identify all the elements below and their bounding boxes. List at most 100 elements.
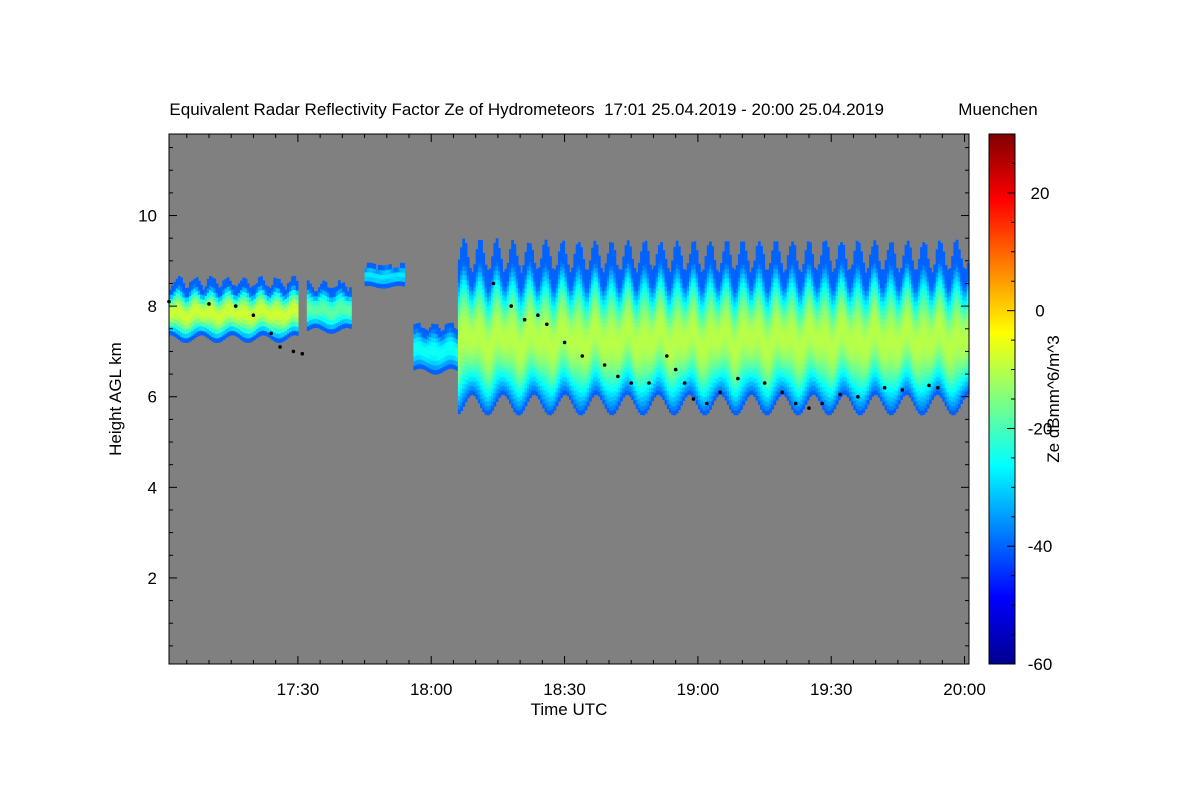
reflectivity-cell xyxy=(533,326,537,332)
reflectivity-cell xyxy=(373,277,377,283)
reflectivity-cell xyxy=(275,283,279,289)
reflectivity-cell xyxy=(509,253,512,259)
reflectivity-cell xyxy=(569,376,572,382)
reflectivity-cell xyxy=(233,317,237,323)
reflectivity-cell xyxy=(655,340,659,346)
reflectivity-cell xyxy=(555,392,559,398)
reflectivity-cell xyxy=(660,368,663,375)
reflectivity-cell xyxy=(193,333,197,339)
reflectivity-cell xyxy=(671,409,675,416)
reflectivity-cell xyxy=(286,292,290,298)
reflectivity-cell xyxy=(546,292,550,298)
reflectivity-cell xyxy=(606,303,610,309)
reflectivity-cell xyxy=(684,297,688,303)
reflectivity-cell xyxy=(609,355,612,361)
reflectivity-cell xyxy=(482,325,486,331)
reflectivity-cell xyxy=(535,300,539,306)
reflectivity-cell xyxy=(595,267,599,273)
reflectivity-cell xyxy=(324,286,328,292)
reflectivity-cell xyxy=(675,358,679,364)
reflectivity-cell xyxy=(329,292,332,298)
reflectivity-cell xyxy=(315,322,319,329)
reflectivity-cell xyxy=(609,391,612,397)
reflectivity-cell xyxy=(455,365,459,371)
reflectivity-cell xyxy=(491,378,495,384)
reflectivity-cell xyxy=(177,312,181,318)
reflectivity-cell xyxy=(442,366,446,372)
reflectivity-cell xyxy=(322,303,326,309)
reflectivity-cell xyxy=(535,336,539,342)
reflectivity-cell xyxy=(702,373,706,379)
reflectivity-cell xyxy=(611,405,615,411)
reflectivity-cell xyxy=(549,265,552,271)
reflectivity-cell xyxy=(475,389,479,395)
reflectivity-cell xyxy=(573,254,577,260)
reflectivity-cell xyxy=(706,267,710,273)
reflectivity-cell xyxy=(677,391,681,397)
reflectivity-cell xyxy=(693,300,697,306)
reflectivity-cell xyxy=(477,366,481,372)
reflectivity-cell xyxy=(580,369,583,375)
reflectivity-cell xyxy=(195,304,199,310)
reflectivity-cell xyxy=(484,350,488,356)
reflectivity-cell xyxy=(484,273,488,279)
reflectivity-cell xyxy=(175,306,179,312)
reflectivity-cell xyxy=(624,263,628,269)
reflectivity-cell xyxy=(204,327,208,333)
reflectivity-cell xyxy=(342,309,346,315)
reflectivity-cell xyxy=(177,294,181,300)
reflectivity-cell xyxy=(237,315,241,321)
reflectivity-cell xyxy=(586,369,590,375)
reflectivity-cell xyxy=(540,290,543,296)
reflectivity-cell xyxy=(680,364,683,370)
reflectivity-cell xyxy=(517,315,521,321)
reflectivity-cell xyxy=(624,390,628,396)
reflectivity-cell xyxy=(553,355,557,361)
reflectivity-cell xyxy=(569,381,572,387)
reflectivity-cell xyxy=(484,409,488,415)
reflectivity-cell xyxy=(435,324,439,330)
reflectivity-cell xyxy=(535,359,539,365)
reflectivity-cell xyxy=(491,324,495,330)
reflectivity-cell xyxy=(462,265,466,271)
reflectivity-cell xyxy=(426,348,430,354)
reflectivity-cell xyxy=(475,249,479,255)
reflectivity-cell xyxy=(646,251,650,257)
reflectivity-cell xyxy=(604,376,608,382)
reflectivity-cell xyxy=(311,323,315,329)
reflectivity-cell xyxy=(635,340,639,346)
reflectivity-cell xyxy=(666,286,670,292)
reflectivity-cell xyxy=(480,280,483,286)
reflectivity-cell xyxy=(526,387,530,393)
reflectivity-cell xyxy=(189,304,192,310)
reflectivity-cell xyxy=(242,322,246,329)
reflectivity-cell xyxy=(284,303,288,309)
reflectivity-cell xyxy=(657,380,661,386)
reflectivity-cell xyxy=(580,274,583,280)
reflectivity-cell xyxy=(517,288,521,294)
reflectivity-cell xyxy=(469,286,472,292)
reflectivity-cell xyxy=(629,323,632,329)
reflectivity-cell xyxy=(464,329,468,335)
reflectivity-cell xyxy=(275,319,279,325)
reflectivity-cell xyxy=(649,337,652,343)
reflectivity-cell xyxy=(513,384,517,390)
reflectivity-cell xyxy=(180,291,183,297)
reflectivity-cell xyxy=(591,374,595,380)
reflectivity-cell xyxy=(533,371,537,377)
reflectivity-cell xyxy=(542,353,546,359)
reflectivity-cell xyxy=(517,292,521,298)
reflectivity-cell xyxy=(491,396,495,402)
reflectivity-cell xyxy=(655,385,659,391)
reflectivity-cell xyxy=(564,290,568,296)
reflectivity-cell xyxy=(580,387,583,393)
reflectivity-cell xyxy=(662,304,666,310)
reflectivity-cell xyxy=(480,375,483,382)
reflectivity-cell xyxy=(669,303,672,309)
reflectivity-cell xyxy=(695,304,699,310)
reflectivity-cell xyxy=(677,250,681,257)
reflectivity-cell xyxy=(706,295,710,301)
reflectivity-cell xyxy=(346,291,350,297)
reflectivity-cell xyxy=(240,289,243,295)
reflectivity-cell xyxy=(615,359,619,366)
